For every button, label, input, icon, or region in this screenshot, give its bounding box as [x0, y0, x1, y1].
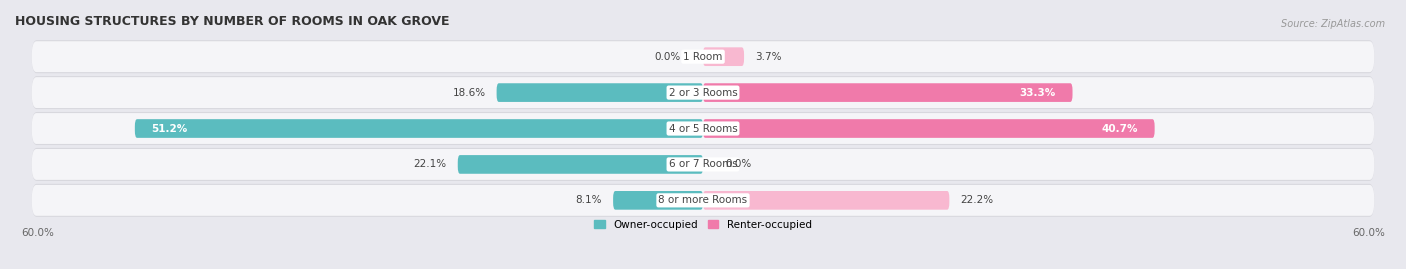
FancyBboxPatch shape — [32, 41, 1374, 72]
FancyBboxPatch shape — [32, 112, 1374, 145]
Text: 8.1%: 8.1% — [575, 195, 602, 205]
FancyBboxPatch shape — [32, 40, 1374, 73]
FancyBboxPatch shape — [703, 83, 1073, 102]
FancyBboxPatch shape — [32, 149, 1374, 180]
FancyBboxPatch shape — [496, 83, 703, 102]
Text: 18.6%: 18.6% — [453, 88, 485, 98]
Text: 33.3%: 33.3% — [1019, 88, 1056, 98]
Text: 22.2%: 22.2% — [960, 195, 994, 205]
Text: 40.7%: 40.7% — [1101, 123, 1137, 133]
FancyBboxPatch shape — [703, 119, 1154, 138]
FancyBboxPatch shape — [32, 148, 1374, 181]
Text: 22.1%: 22.1% — [413, 160, 447, 169]
FancyBboxPatch shape — [32, 185, 1374, 216]
FancyBboxPatch shape — [32, 184, 1374, 217]
Text: HOUSING STRUCTURES BY NUMBER OF ROOMS IN OAK GROVE: HOUSING STRUCTURES BY NUMBER OF ROOMS IN… — [15, 15, 450, 28]
Legend: Owner-occupied, Renter-occupied: Owner-occupied, Renter-occupied — [591, 215, 815, 234]
Text: 6 or 7 Rooms: 6 or 7 Rooms — [669, 160, 737, 169]
FancyBboxPatch shape — [458, 155, 703, 174]
FancyBboxPatch shape — [32, 113, 1374, 144]
FancyBboxPatch shape — [613, 191, 703, 210]
FancyBboxPatch shape — [703, 191, 949, 210]
Text: 8 or more Rooms: 8 or more Rooms — [658, 195, 748, 205]
Text: 1 Room: 1 Room — [683, 52, 723, 62]
FancyBboxPatch shape — [135, 119, 703, 138]
Text: 0.0%: 0.0% — [655, 52, 681, 62]
FancyBboxPatch shape — [703, 47, 744, 66]
Text: Source: ZipAtlas.com: Source: ZipAtlas.com — [1281, 19, 1385, 29]
Text: 0.0%: 0.0% — [725, 160, 751, 169]
FancyBboxPatch shape — [32, 77, 1374, 108]
Text: 51.2%: 51.2% — [152, 123, 188, 133]
Text: 3.7%: 3.7% — [755, 52, 782, 62]
FancyBboxPatch shape — [32, 76, 1374, 109]
Text: 2 or 3 Rooms: 2 or 3 Rooms — [669, 88, 737, 98]
Text: 4 or 5 Rooms: 4 or 5 Rooms — [669, 123, 737, 133]
